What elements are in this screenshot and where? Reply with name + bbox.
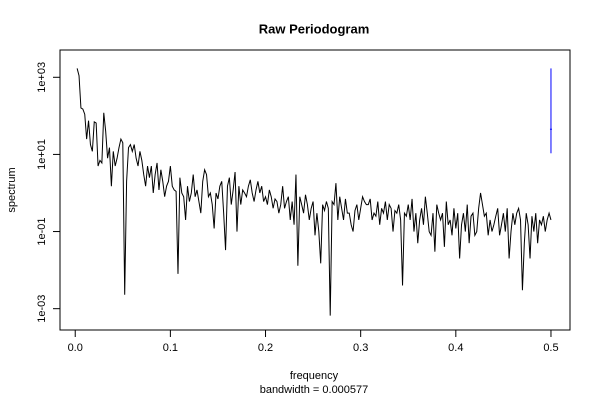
x-tick-label: 0.1 — [163, 342, 178, 354]
y-axis-label: spectrum — [6, 167, 18, 212]
y-tick-label: 1e+03 — [36, 62, 48, 93]
x-tick-label: 0.3 — [353, 342, 368, 354]
plot-frame — [59, 49, 571, 331]
x-tick-label: 0.5 — [543, 342, 558, 354]
y-tick-label: 1e-01 — [36, 217, 48, 245]
subtitle: bandwidth = 0.000577 — [260, 384, 369, 396]
spectrum-line — [76, 68, 552, 316]
y-tick-label: 1e-03 — [36, 295, 48, 323]
x-axis-label: frequency — [290, 370, 339, 382]
x-tick-label: 0.2 — [258, 342, 273, 354]
y-tick-label: 1e+01 — [36, 139, 48, 170]
chart-title: Raw Periodogram — [259, 21, 370, 36]
x-tick-label: 0.0 — [68, 342, 83, 354]
x-tick-label: 0.4 — [448, 342, 463, 354]
